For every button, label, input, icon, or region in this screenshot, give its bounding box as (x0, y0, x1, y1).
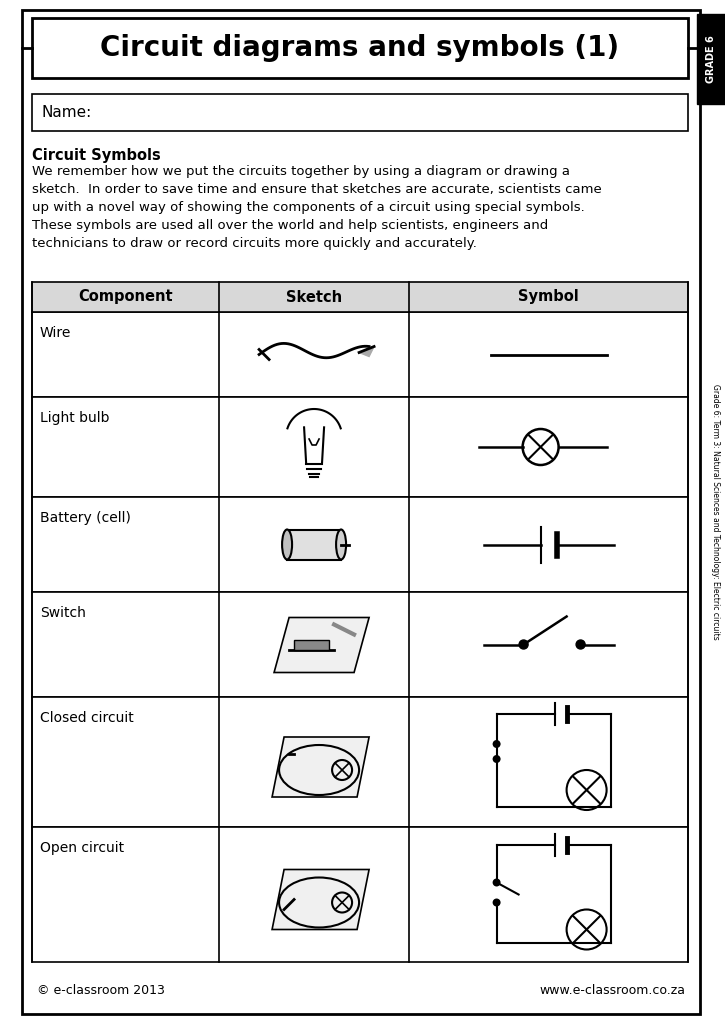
Text: Symbol: Symbol (518, 290, 579, 304)
Text: sketch.  In order to save time and ensure that sketches are accurate, scientists: sketch. In order to save time and ensure… (32, 183, 602, 196)
Text: Grade 6: Term 3: Natural Sciences and Technology: Electric circuits: Grade 6: Term 3: Natural Sciences and Te… (711, 384, 721, 640)
Circle shape (519, 640, 528, 649)
Text: GRADE 6: GRADE 6 (706, 35, 716, 83)
Text: Closed circuit: Closed circuit (40, 711, 133, 725)
Polygon shape (274, 617, 369, 673)
Polygon shape (294, 640, 329, 649)
Text: Circuit diagrams and symbols (1): Circuit diagrams and symbols (1) (101, 34, 620, 62)
Polygon shape (272, 869, 369, 930)
Polygon shape (287, 529, 341, 559)
Circle shape (492, 740, 500, 748)
Ellipse shape (282, 529, 292, 559)
Text: Circuit Symbols: Circuit Symbols (32, 148, 161, 163)
Polygon shape (32, 497, 688, 592)
Text: Wire: Wire (40, 326, 71, 340)
Polygon shape (32, 282, 688, 312)
Text: technicians to draw or record circuits more quickly and accurately.: technicians to draw or record circuits m… (32, 237, 477, 250)
Polygon shape (32, 18, 688, 78)
Circle shape (492, 879, 500, 887)
Circle shape (492, 755, 500, 763)
Text: up with a novel way of showing the components of a circuit using special symbols: up with a novel way of showing the compo… (32, 201, 585, 214)
Text: Name:: Name: (42, 105, 92, 120)
Circle shape (576, 640, 585, 649)
Polygon shape (697, 14, 725, 104)
Polygon shape (32, 312, 688, 397)
Text: Open circuit: Open circuit (40, 841, 124, 855)
Polygon shape (32, 592, 688, 697)
Circle shape (492, 898, 500, 906)
Ellipse shape (336, 529, 346, 559)
Text: Battery (cell): Battery (cell) (40, 511, 131, 525)
Polygon shape (32, 827, 688, 962)
Polygon shape (272, 737, 369, 797)
Text: www.e-classroom.co.za: www.e-classroom.co.za (539, 983, 685, 996)
Text: Sketch: Sketch (286, 290, 342, 304)
Polygon shape (359, 346, 374, 356)
Text: Switch: Switch (40, 606, 86, 620)
Text: We remember how we put the circuits together by using a diagram or drawing a: We remember how we put the circuits toge… (32, 165, 570, 178)
Text: These symbols are used all over the world and help scientists, engineers and: These symbols are used all over the worl… (32, 219, 548, 232)
Text: Light bulb: Light bulb (40, 411, 109, 425)
Text: Component: Component (78, 290, 173, 304)
Polygon shape (32, 94, 688, 131)
Polygon shape (32, 697, 688, 827)
Text: © e-classroom 2013: © e-classroom 2013 (37, 983, 165, 996)
Polygon shape (32, 397, 688, 497)
